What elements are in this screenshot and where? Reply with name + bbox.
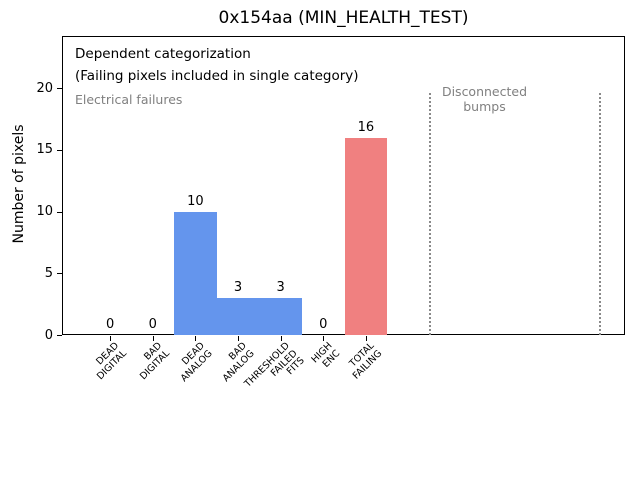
annotation-disconnected-bumps: Disconnected bumps xyxy=(441,84,528,114)
plot-area xyxy=(62,36,625,335)
x-tick-label-1: BAD DIGITAL xyxy=(137,340,172,382)
y-tick-mark xyxy=(57,149,62,151)
bar-3 xyxy=(216,297,260,335)
annotation-dependent-categorization: Dependent categorization xyxy=(75,46,251,62)
x-tick-label-4: THRESHOLD FAILED FITS xyxy=(242,340,307,390)
x-tick-mark xyxy=(323,336,325,341)
x-tick-mark xyxy=(152,336,154,341)
chart-title: 0x154aa (MIN_HEALTH_TEST) xyxy=(218,8,469,28)
y-tick-mark xyxy=(57,88,62,90)
bar-value-label-3: 3 xyxy=(233,279,243,295)
bar-value-label-4: 3 xyxy=(276,279,285,295)
bar-4 xyxy=(259,297,302,335)
y-tick-mark xyxy=(57,273,62,275)
bar-value-label-1: 0 xyxy=(148,317,157,332)
y-tick-label: 15 xyxy=(36,142,53,158)
annotation-electrical-failures: Electrical failures xyxy=(75,92,183,107)
bar-value-label-2: 10 xyxy=(187,193,204,209)
x-tick-label-6: TOTAL FAILING xyxy=(347,340,385,382)
x-tick-mark xyxy=(238,336,240,341)
x-tick-label-2: DEAD ANALOG xyxy=(177,340,214,384)
bar-value-label-6: 16 xyxy=(357,119,375,135)
y-tick-label: 0 xyxy=(44,327,53,343)
y-tick-label: 10 xyxy=(36,204,53,220)
x-tick-mark xyxy=(365,336,367,341)
x-tick-mark xyxy=(110,336,112,341)
y-tick-mark xyxy=(57,211,62,213)
x-tick-mark xyxy=(195,336,197,341)
bar-value-label-0: 0 xyxy=(106,317,115,332)
annotation-failing-pixels-note: (Failing pixels included in single categ… xyxy=(75,68,359,84)
x-tick-mark xyxy=(280,336,282,341)
y-tick-label: 20 xyxy=(36,80,53,96)
x-tick-label-0: DEAD DIGITAL xyxy=(94,340,129,382)
bar-value-label-5: 0 xyxy=(319,317,328,332)
y-tick-mark xyxy=(57,335,62,336)
bar-2 xyxy=(174,211,217,335)
separator-line-1 xyxy=(428,93,431,335)
y-tick-label: 5 xyxy=(44,265,53,281)
x-tick-label-5: HIGH ENC xyxy=(309,340,342,370)
separator-line-2 xyxy=(599,93,602,335)
bar-6 xyxy=(344,137,388,335)
